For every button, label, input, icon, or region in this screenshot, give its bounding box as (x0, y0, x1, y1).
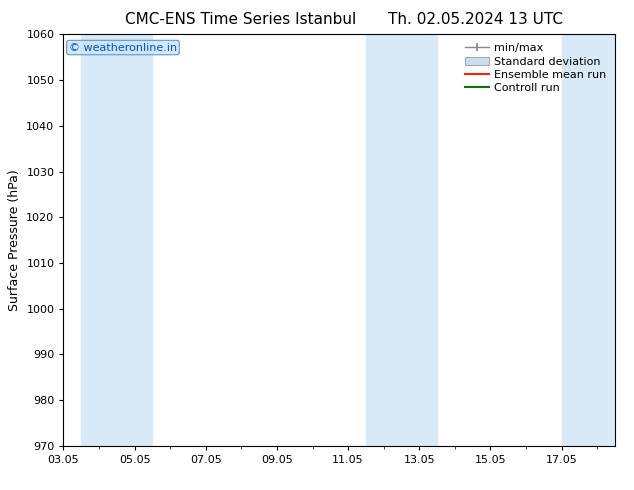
Bar (562, 34, 615, 446)
Legend: min/max, Standard deviation, Ensemble mean run, Controll run: min/max, Standard deviation, Ensemble me… (462, 40, 609, 97)
Y-axis label: Surface Pressure (hPa): Surface Pressure (hPa) (8, 169, 21, 311)
Text: CMC-ENS Time Series Istanbul: CMC-ENS Time Series Istanbul (126, 12, 356, 27)
Text: © weatheronline.in: © weatheronline.in (69, 43, 177, 52)
Bar (81, 34, 152, 446)
Bar (366, 34, 437, 446)
Text: Th. 02.05.2024 13 UTC: Th. 02.05.2024 13 UTC (388, 12, 563, 27)
